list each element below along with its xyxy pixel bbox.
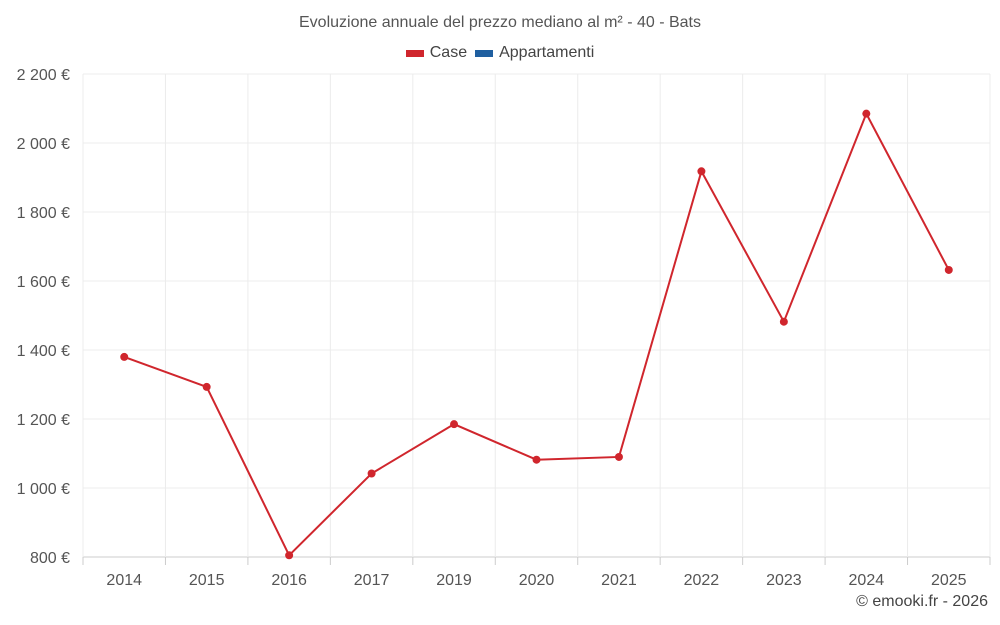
x-tick-label: 2025	[931, 572, 967, 589]
y-tick-label: 1 000 €	[17, 481, 70, 498]
data-point[interactable]	[367, 469, 376, 478]
data-point[interactable]	[450, 420, 459, 429]
data-point[interactable]	[285, 551, 294, 560]
legend-item-case[interactable]: Case	[405, 44, 468, 62]
credit-text: © emooki.fr - 2026	[856, 593, 988, 610]
y-tick-label: 1 600 €	[17, 274, 70, 291]
x-tick-label: 2019	[436, 572, 472, 589]
x-tick-label: 2022	[684, 572, 720, 589]
x-tick-label: 2016	[271, 572, 307, 589]
y-tick-label: 1 200 €	[17, 412, 70, 429]
x-tick-label: 2021	[601, 572, 637, 589]
data-point[interactable]	[862, 109, 871, 118]
grid-lines	[82, 73, 991, 558]
data-point[interactable]	[202, 382, 211, 391]
legend-swatch-case	[405, 49, 424, 57]
x-tick-label: 2015	[189, 572, 225, 589]
chart-title: Evoluzione annuale del prezzo mediano al…	[299, 14, 701, 31]
y-tick-label: 1 400 €	[17, 343, 70, 360]
x-tick-label: 2023	[766, 572, 802, 589]
data-point[interactable]	[614, 452, 623, 461]
x-tick-label: 2017	[354, 572, 390, 589]
data-point[interactable]	[779, 317, 788, 326]
x-tick-label: 2014	[106, 572, 142, 589]
y-axis: 800 € 1 000 € 1 200 € 1 400 € 1 600 € 1 800 €…	[17, 67, 70, 567]
legend-item-appartamenti[interactable]: Appartamenti	[475, 44, 594, 62]
legend-swatch-appartamenti	[475, 49, 494, 57]
chart-legend: Case Appartamenti	[0, 44, 1000, 62]
data-point[interactable]	[532, 455, 541, 464]
x-tick-label: 2024	[849, 572, 885, 589]
series-layer	[120, 109, 953, 560]
y-tick-label: 1 800 €	[17, 205, 70, 222]
legend-label-case: Case	[429, 44, 468, 61]
data-point[interactable]	[697, 167, 706, 176]
x-tick-label: 2020	[519, 572, 555, 589]
data-point[interactable]	[120, 352, 129, 361]
x-axis: 2014 2015 2016 2017 2019 2020 2021 2022 2023 2024…	[82, 557, 991, 589]
legend-label-appartamenti: Appartamenti	[499, 44, 595, 61]
y-tick-label: 800 €	[30, 550, 70, 567]
data-point[interactable]	[944, 265, 953, 274]
y-tick-label: 2 200 €	[17, 67, 70, 84]
y-tick-label: 2 000 €	[17, 136, 70, 153]
